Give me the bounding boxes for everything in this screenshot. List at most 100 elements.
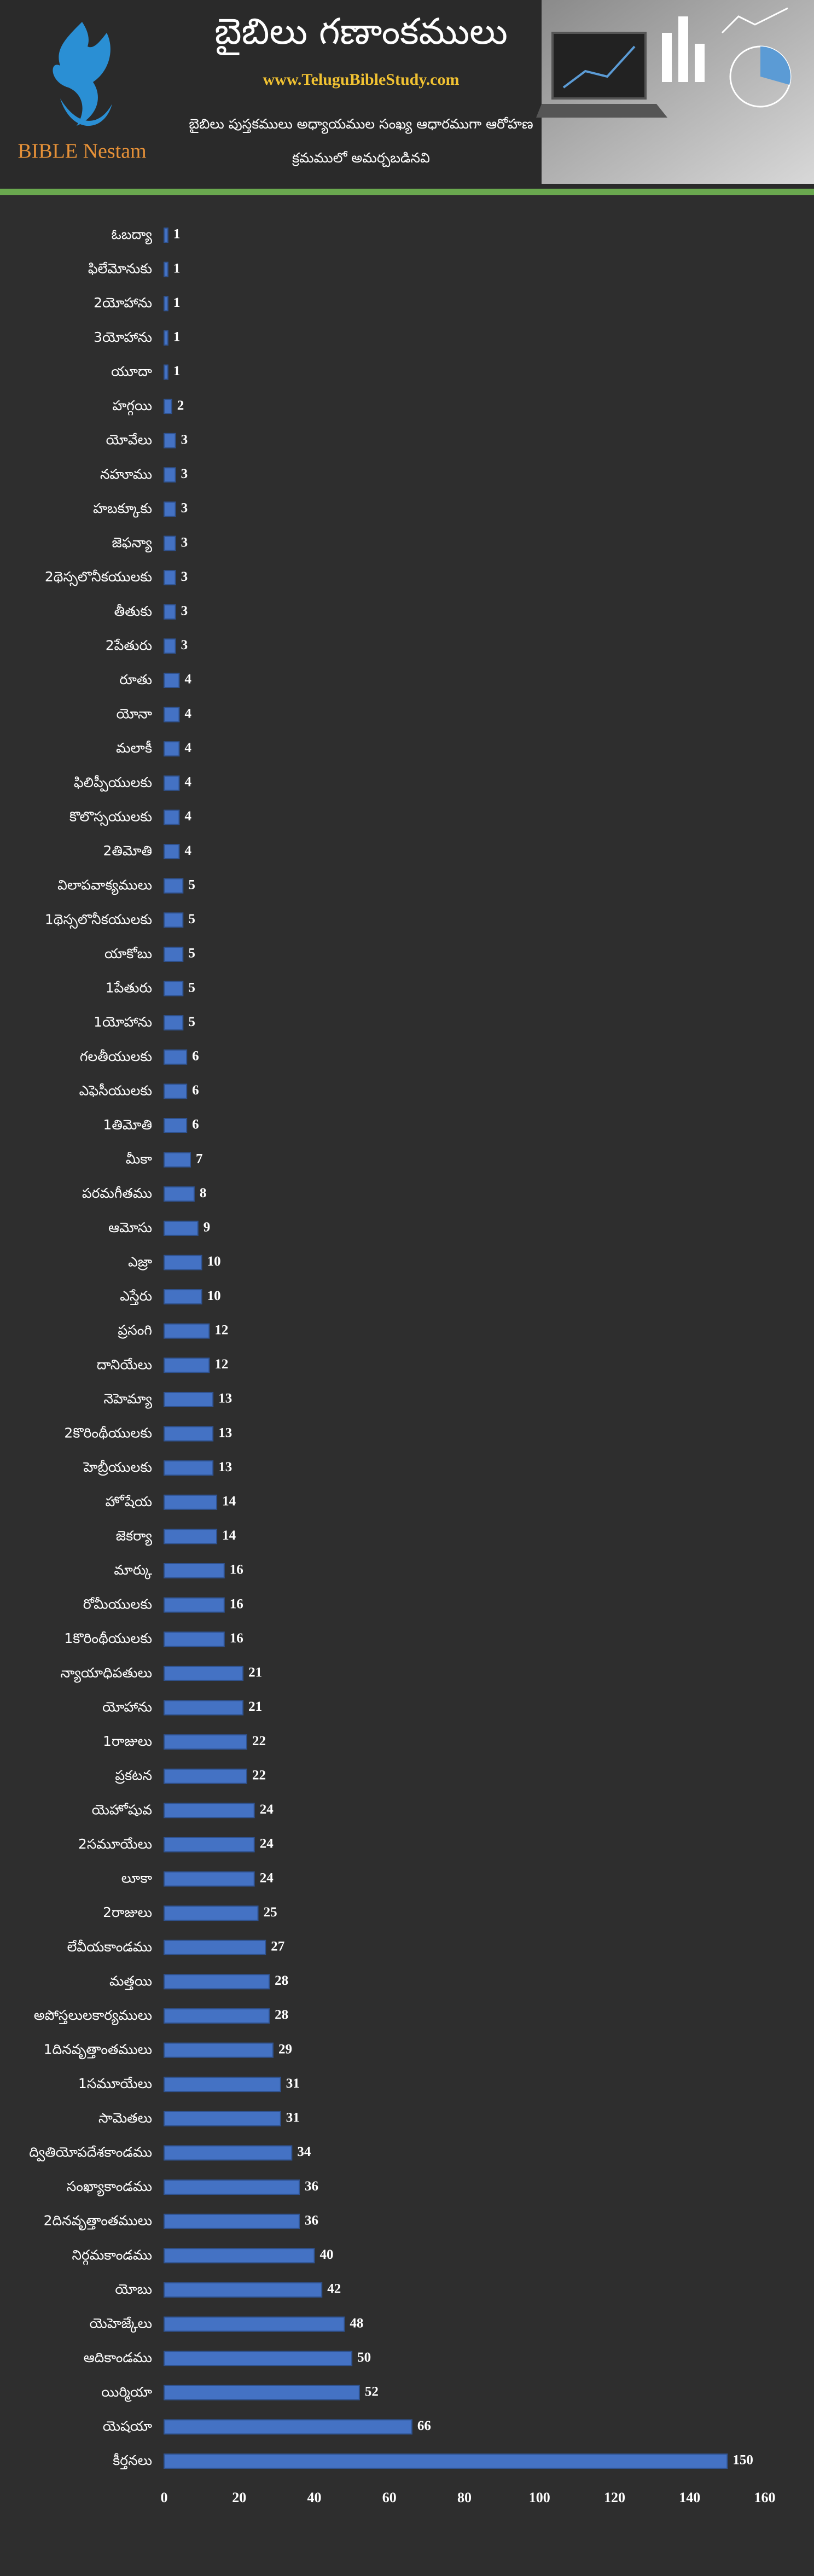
value-label: 4 (184, 672, 191, 687)
logo-text: BIBLE Nestam (18, 140, 146, 163)
y-tick-label: యోవేలు (106, 432, 152, 448)
bar (164, 1220, 199, 1236)
value-label: 3 (181, 467, 188, 481)
y-tick-label: ప్రసంగి (118, 1322, 152, 1339)
y-tick-label: నహూము (100, 466, 152, 482)
bar (164, 570, 176, 586)
bar (164, 1460, 214, 1476)
y-tick-label: 1దినవృత్తాంతములు (44, 2042, 152, 2060)
bar (164, 330, 168, 346)
value-label: 22 (252, 1734, 266, 1749)
y-tick-label: యూదా (111, 363, 152, 379)
value-label: 21 (248, 1699, 262, 1714)
bar (164, 1837, 255, 1852)
bar (164, 673, 180, 688)
bar (164, 1871, 255, 1887)
y-tick-label: 1రాజులు (103, 1733, 152, 1749)
logo-dove (53, 22, 111, 126)
bar (164, 1734, 247, 1750)
x-tick-label: 80 (457, 2490, 472, 2505)
y-tick-label: యోబు (115, 2281, 152, 2297)
y-tick-label: యోహాను (102, 1699, 152, 1715)
y-tick-label: జెఫన్యా (112, 535, 153, 553)
picture-line (721, 7, 788, 34)
y-tick-label: 2రాజులు (103, 1904, 152, 1920)
value-label: 29 (278, 2042, 292, 2056)
value-label: 1 (173, 295, 181, 310)
x-tick-label: 0 (161, 2490, 168, 2505)
bar (164, 741, 180, 757)
value-label: 1 (173, 261, 181, 276)
bar (164, 1049, 188, 1065)
value-label: 4 (184, 775, 191, 790)
page-title: బైబిలు గణాంకములు (214, 10, 508, 55)
bar (164, 1494, 218, 1510)
y-tick-label: 1పేతురు (106, 980, 152, 996)
y-tick-label: 2యోహాను (94, 295, 152, 311)
bar (164, 946, 184, 962)
bar (164, 467, 176, 483)
value-label: 4 (184, 809, 191, 824)
value-label: 34 (297, 2144, 311, 2159)
bar (164, 878, 184, 894)
bar (164, 2179, 300, 2195)
y-tick-label: ఫిలిప్పీయులకు (74, 774, 152, 792)
y-tick-label: లేవీయకాండము (67, 1939, 152, 1955)
picture-line (562, 45, 636, 89)
value-label: 66 (417, 2418, 431, 2433)
bar (164, 775, 180, 791)
value-label: 31 (286, 2111, 300, 2125)
value-label: 4 (184, 741, 191, 755)
y-tick-label: సంఖ్యాకాండము (67, 2178, 152, 2196)
value-label: 24 (260, 1837, 274, 1851)
bar (164, 604, 176, 620)
bar (164, 2042, 274, 2058)
value-label: 21 (248, 1665, 262, 1680)
value-label: 40 (320, 2247, 334, 2262)
y-tick-label: పరమగీతము (82, 1185, 152, 1201)
picture-bar (695, 44, 705, 82)
bar (164, 1255, 202, 1270)
bar (164, 296, 168, 312)
x-tick-label: 60 (382, 2490, 397, 2505)
bar (164, 364, 168, 380)
value-label: 52 (365, 2385, 379, 2399)
bar (164, 228, 168, 243)
value-label: 6 (192, 1117, 199, 1132)
y-tick-label: ఆదికాండము (84, 2350, 152, 2365)
value-label: 27 (271, 1939, 284, 1954)
value-label: 5 (188, 877, 195, 892)
y-tick-label: 1థెస్సలొనీకయులకు (45, 911, 152, 929)
bar (164, 2351, 353, 2367)
y-tick-label: 2థెస్సలొనీకయులకు (45, 569, 152, 586)
value-label: 10 (207, 1289, 221, 1303)
bar (164, 2282, 323, 2298)
value-label: 16 (230, 1631, 243, 1646)
bar (164, 1803, 255, 1819)
value-label: 13 (218, 1391, 232, 1406)
value-label: 3 (181, 569, 188, 584)
picture-bar (662, 33, 672, 82)
value-label: 36 (305, 2179, 318, 2194)
bar (164, 1152, 191, 1168)
value-label: 12 (214, 1322, 228, 1337)
picture-pie-slice (760, 46, 791, 85)
subtitle-line: బైబిలు పుస్తకములు అధ్యాయముల సంఖ్య ఆధారము… (189, 116, 533, 134)
value-label: 3 (181, 432, 188, 447)
y-tick-label: యెహోషువ (92, 1802, 152, 1817)
y-tick-label: అపోస్తలులకార్యములు (34, 2007, 152, 2025)
value-label: 13 (218, 1425, 232, 1440)
header-picture (536, 0, 814, 184)
bar (164, 501, 176, 517)
y-tick-label: నెహెమ్యా (103, 1391, 152, 1409)
value-label: 24 (260, 1802, 274, 1817)
bar (164, 1083, 188, 1099)
site-url: www.TeluguBibleStudy.com (263, 71, 460, 89)
bar (164, 2145, 293, 2161)
value-label: 6 (192, 1049, 199, 1064)
y-tick-label: 2కొరింథీయులకు (64, 1425, 152, 1441)
y-tick-label: యిర్మియా (101, 2384, 152, 2402)
value-label: 16 (230, 1563, 243, 1577)
y-tick-label: మత్తయి (109, 1973, 152, 1990)
